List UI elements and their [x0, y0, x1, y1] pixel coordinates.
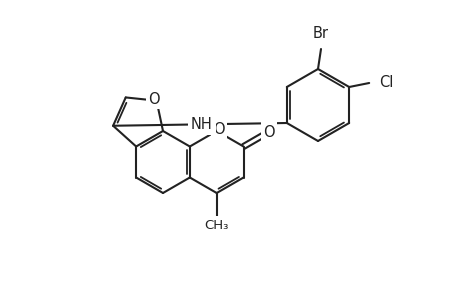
Text: O: O	[213, 122, 224, 136]
Text: NH: NH	[190, 117, 213, 132]
Text: CH₃: CH₃	[204, 218, 229, 232]
Text: O: O	[147, 92, 159, 107]
Text: Br: Br	[312, 26, 328, 41]
Text: Cl: Cl	[378, 74, 393, 89]
Text: O: O	[262, 124, 274, 140]
